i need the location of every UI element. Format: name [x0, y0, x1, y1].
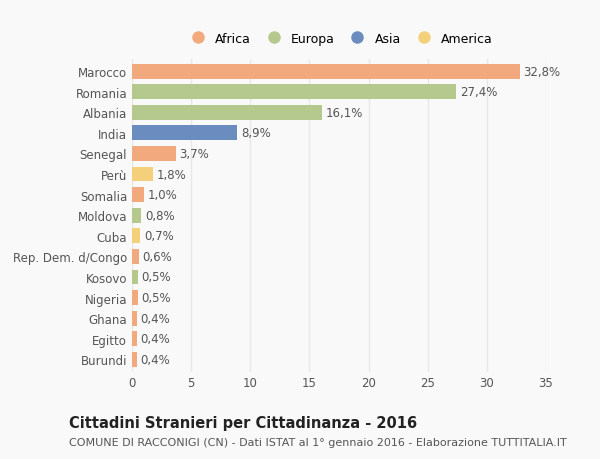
Bar	[132, 331, 137, 347]
Text: 0,4%: 0,4%	[140, 353, 170, 366]
Bar	[132, 188, 144, 202]
Bar	[132, 126, 237, 141]
Bar	[132, 249, 139, 264]
Text: Cittadini Stranieri per Cittadinanza - 2016: Cittadini Stranieri per Cittadinanza - 2…	[69, 415, 417, 431]
Text: 0,4%: 0,4%	[140, 312, 170, 325]
Bar	[132, 270, 138, 285]
Text: 1,0%: 1,0%	[148, 189, 177, 202]
Bar	[132, 65, 520, 79]
Text: 0,8%: 0,8%	[145, 209, 175, 222]
Text: 8,9%: 8,9%	[241, 127, 271, 140]
Text: 1,8%: 1,8%	[157, 168, 187, 181]
Bar	[132, 352, 137, 367]
Text: 3,7%: 3,7%	[179, 148, 209, 161]
Text: COMUNE DI RACCONIGI (CN) - Dati ISTAT al 1° gennaio 2016 - Elaborazione TUTTITAL: COMUNE DI RACCONIGI (CN) - Dati ISTAT al…	[69, 437, 567, 447]
Bar	[132, 291, 138, 305]
Bar	[132, 167, 153, 182]
Legend: Africa, Europa, Asia, America: Africa, Europa, Asia, America	[182, 30, 496, 48]
Text: 0,5%: 0,5%	[142, 291, 171, 304]
Bar	[132, 311, 137, 326]
Text: 0,5%: 0,5%	[142, 271, 171, 284]
Bar	[132, 147, 176, 162]
Bar	[132, 106, 322, 120]
Bar	[132, 208, 142, 223]
Text: 0,4%: 0,4%	[140, 332, 170, 346]
Text: 0,6%: 0,6%	[143, 250, 172, 263]
Text: 0,7%: 0,7%	[144, 230, 173, 243]
Bar	[132, 85, 456, 100]
Bar	[132, 229, 140, 244]
Text: 16,1%: 16,1%	[326, 106, 364, 119]
Text: 27,4%: 27,4%	[460, 86, 497, 99]
Text: 32,8%: 32,8%	[524, 66, 560, 78]
